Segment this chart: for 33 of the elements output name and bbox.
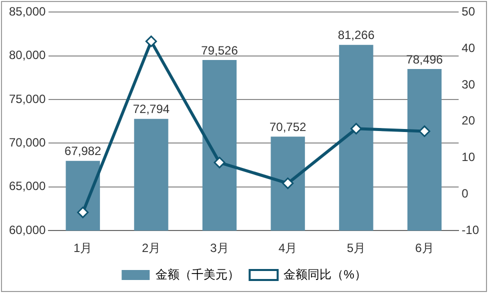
point bbox=[282, 178, 294, 190]
y2-tick-label: -10 bbox=[462, 222, 480, 237]
y2-tick-label: 40 bbox=[462, 40, 476, 55]
x-tick-label: 2月 bbox=[142, 241, 161, 256]
y2-tick-label: 20 bbox=[462, 114, 476, 128]
point bbox=[418, 125, 430, 137]
y-tick-label: 85,000 bbox=[9, 4, 46, 19]
y-tick-label: 80,000 bbox=[9, 48, 46, 62]
legend-label: 金额同比（%） bbox=[284, 267, 366, 282]
y-tick-label: 65,000 bbox=[9, 179, 46, 194]
x-tick-label: 4月 bbox=[278, 241, 298, 256]
y-tick-label: 70,000 bbox=[9, 136, 46, 150]
point bbox=[350, 122, 362, 134]
data-label: 78,496 bbox=[406, 52, 444, 66]
y-tick-label: 75,000 bbox=[9, 92, 46, 106]
point bbox=[145, 36, 157, 48]
y2-tick-label: 30 bbox=[462, 77, 476, 92]
y2-tick-label: 0 bbox=[462, 186, 469, 201]
data-label: 79,526 bbox=[201, 43, 238, 58]
data-label: 67,982 bbox=[64, 144, 102, 158]
point bbox=[214, 156, 226, 168]
x-tick-label: 3月 bbox=[210, 241, 229, 256]
y2-tick-label: 50 bbox=[462, 4, 476, 19]
point bbox=[77, 206, 89, 218]
data-label: 72,794 bbox=[132, 102, 170, 116]
y-tick-label: 60,000 bbox=[9, 222, 46, 237]
x-tick-label: 1月 bbox=[74, 241, 92, 256]
x-tick-label: 5月 bbox=[346, 241, 366, 256]
x-tick-label: 6月 bbox=[415, 241, 434, 256]
y2-tick-label: 10 bbox=[462, 150, 476, 164]
data-label: 70,752 bbox=[269, 120, 307, 134]
data-label: 81,266 bbox=[338, 28, 375, 42]
legend-label: 金额（千美元） bbox=[156, 267, 240, 282]
